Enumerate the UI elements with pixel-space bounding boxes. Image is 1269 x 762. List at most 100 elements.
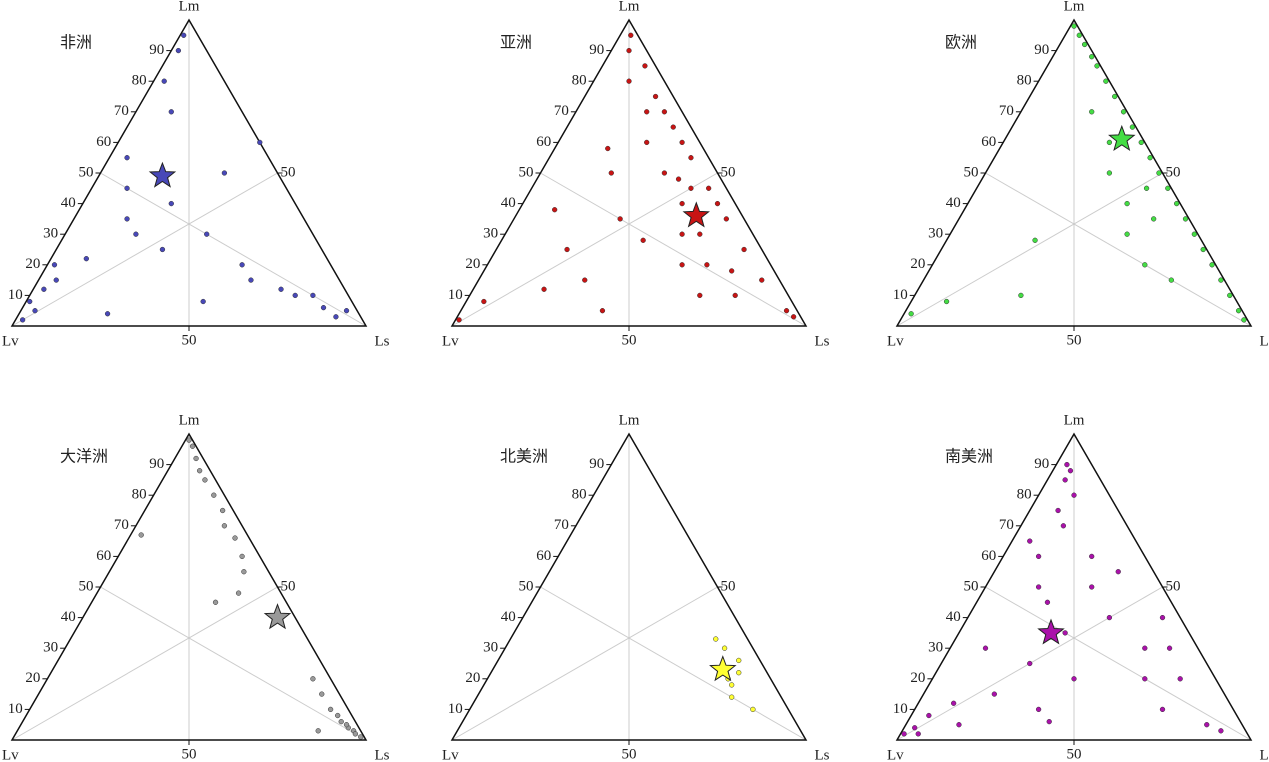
tick-label: 50 bbox=[519, 164, 534, 180]
data-point bbox=[1177, 676, 1183, 682]
data-point bbox=[239, 553, 245, 560]
data-point bbox=[608, 170, 614, 176]
data-point bbox=[1027, 538, 1033, 544]
data-point bbox=[1089, 553, 1095, 560]
tick-label: 10 bbox=[8, 701, 23, 717]
data-point bbox=[168, 200, 174, 207]
data-point bbox=[338, 718, 344, 725]
data-point bbox=[1142, 676, 1148, 682]
data-point bbox=[736, 670, 742, 676]
data-point bbox=[1060, 523, 1067, 529]
data-point bbox=[196, 468, 203, 474]
vertex-label: Lm bbox=[179, 412, 200, 428]
data-point bbox=[640, 237, 646, 243]
data-point bbox=[241, 569, 247, 575]
data-point bbox=[1089, 54, 1095, 60]
data-point bbox=[1112, 93, 1118, 100]
data-point bbox=[1182, 216, 1189, 222]
tick-label: 70 bbox=[554, 517, 569, 533]
vertex-label: Lv bbox=[887, 333, 904, 349]
data-point bbox=[278, 286, 284, 292]
tick-label: 40 bbox=[946, 609, 961, 625]
tick-label: 80 bbox=[572, 73, 587, 89]
ternary-chart: 1020304050607080905050LmLvLs南美洲 bbox=[887, 412, 1269, 762]
data-point bbox=[915, 731, 921, 737]
tick-label: 50 bbox=[519, 578, 534, 594]
data-point bbox=[51, 262, 58, 268]
tick-label: 80 bbox=[132, 487, 147, 503]
data-point bbox=[32, 308, 38, 314]
data-point bbox=[1071, 492, 1077, 498]
tick-label: 60 bbox=[981, 548, 996, 564]
data-point bbox=[1071, 23, 1077, 29]
data-point bbox=[310, 676, 316, 682]
data-point bbox=[1106, 170, 1113, 176]
tick-label: 10 bbox=[893, 701, 908, 717]
data-point bbox=[1142, 645, 1148, 651]
data-point bbox=[729, 682, 735, 688]
data-point bbox=[736, 657, 742, 664]
tick-label: 90 bbox=[589, 42, 604, 58]
data-point bbox=[1159, 706, 1166, 713]
data-point bbox=[1067, 468, 1074, 474]
median-line bbox=[451, 586, 718, 741]
mean-star bbox=[682, 201, 710, 228]
data-point bbox=[202, 477, 208, 483]
tick-label: 70 bbox=[114, 103, 129, 119]
data-point bbox=[1027, 660, 1033, 667]
vertex-label: Lv bbox=[887, 747, 904, 762]
data-point bbox=[319, 691, 325, 697]
data-point bbox=[661, 109, 668, 115]
data-point bbox=[219, 507, 226, 514]
data-point bbox=[248, 277, 254, 283]
tick-label: 30 bbox=[483, 640, 498, 656]
data-point bbox=[1115, 569, 1121, 575]
data-point bbox=[189, 443, 196, 449]
tick-label: 30 bbox=[43, 640, 58, 656]
tick-label: 70 bbox=[999, 517, 1014, 533]
data-point bbox=[675, 176, 682, 182]
data-point bbox=[1076, 32, 1082, 38]
data-point bbox=[221, 523, 228, 529]
tick-label: 30 bbox=[928, 226, 943, 242]
median-line bbox=[100, 586, 367, 741]
tick-label: 90 bbox=[149, 42, 164, 58]
data-point bbox=[991, 691, 997, 697]
data-point bbox=[456, 317, 462, 323]
data-point bbox=[1124, 200, 1130, 207]
data-point bbox=[642, 63, 648, 69]
data-point bbox=[750, 706, 756, 713]
data-point bbox=[950, 700, 957, 706]
median-line bbox=[451, 172, 718, 327]
data-point bbox=[644, 139, 650, 146]
tick-label: 40 bbox=[61, 195, 76, 211]
data-point bbox=[912, 725, 918, 731]
data-point bbox=[1089, 109, 1095, 115]
data-point bbox=[1035, 706, 1042, 713]
data-point bbox=[335, 712, 341, 719]
tick-label: 50 bbox=[182, 746, 197, 762]
tick-label: 90 bbox=[589, 456, 604, 472]
data-point bbox=[1106, 614, 1113, 621]
data-point bbox=[343, 308, 350, 314]
tick-label: 10 bbox=[893, 287, 908, 303]
vertex-label: Lv bbox=[2, 333, 19, 349]
data-point bbox=[159, 246, 166, 253]
tick-label: 50 bbox=[79, 164, 94, 180]
median-line bbox=[11, 172, 278, 327]
data-point bbox=[908, 311, 914, 317]
vertex-label: Lm bbox=[1064, 412, 1085, 428]
tick-label: 90 bbox=[1034, 42, 1049, 58]
mean-star bbox=[263, 603, 292, 630]
data-point bbox=[83, 256, 89, 262]
vertex-label: Lv bbox=[442, 333, 459, 349]
data-point bbox=[1018, 292, 1024, 299]
data-point bbox=[481, 298, 487, 305]
tick-label: 50 bbox=[281, 578, 296, 594]
data-point bbox=[1159, 614, 1166, 621]
tick-label: 70 bbox=[999, 103, 1014, 119]
data-point bbox=[1094, 63, 1100, 69]
